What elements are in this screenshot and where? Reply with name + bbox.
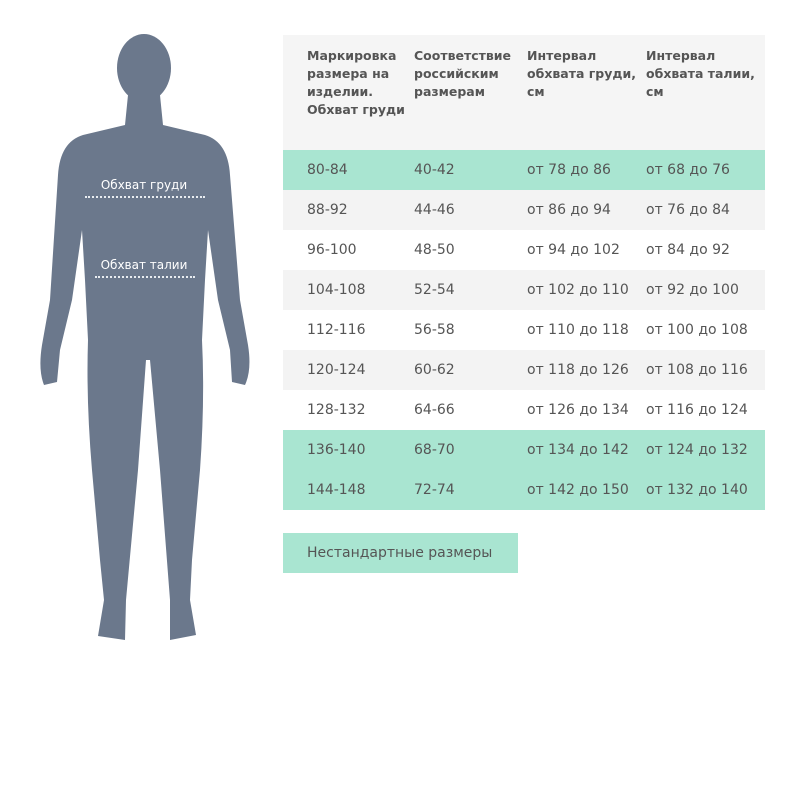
table-cell: от 110 до 118	[527, 322, 629, 338]
table-cell: 56-58	[414, 322, 455, 338]
table-cell: 88-92	[307, 202, 348, 218]
table-cell: 80-84	[307, 162, 348, 178]
table-row: 112-116 56-58 от 110 до 118 от 100 до 108	[283, 310, 765, 350]
chest-label: Обхват груди	[100, 178, 188, 192]
table-row: 80-84 40-42 от 78 до 86 от 68 до 76	[283, 150, 765, 190]
table-cell: 96-100	[307, 242, 357, 258]
table-cell: от 92 до 100	[646, 282, 739, 298]
table-cell: 68-70	[414, 442, 455, 458]
table-cell: от 116 до 124	[646, 402, 748, 418]
body-silhouette: Обхват груди Обхват талии	[0, 0, 290, 800]
table-row: 104-108 52-54 от 102 до 110 от 92 до 100	[283, 270, 765, 310]
table-cell: от 108 до 116	[646, 362, 748, 378]
table-cell: 64-66	[414, 402, 455, 418]
table-cell: от 126 до 134	[527, 402, 629, 418]
table-cell: от 132 до 140	[646, 482, 748, 498]
table-row: 88-92 44-46 от 86 до 94 от 76 до 84	[283, 190, 765, 230]
table-header: Маркировка размера на изделии. Обхват гр…	[283, 35, 765, 150]
table-cell: от 102 до 110	[527, 282, 629, 298]
nonstandard-sizes-button[interactable]: Нестандартные размеры	[283, 533, 518, 573]
table-cell: 48-50	[414, 242, 455, 258]
nonstandard-sizes-label: Нестандартные размеры	[307, 545, 493, 561]
header-waist: Интервал обхвата талии, см	[646, 48, 755, 99]
size-table: Маркировка размера на изделии. Обхват гр…	[283, 35, 765, 510]
human-figure-icon	[40, 34, 250, 640]
waist-label: Обхват талии	[100, 258, 188, 272]
table-row: 136-140 68-70 от 134 до 142 от 124 до 132	[283, 430, 765, 470]
chest-line	[85, 196, 205, 198]
table-cell: от 68 до 76	[646, 162, 730, 178]
table-cell: от 118 до 126	[527, 362, 629, 378]
table-cell: от 84 до 92	[646, 242, 730, 258]
table-cell: 72-74	[414, 482, 455, 498]
table-row: 120-124 60-62 от 118 до 126 от 108 до 116	[283, 350, 765, 390]
waist-line	[95, 276, 195, 278]
header-marking: Маркировка размера на изделии. Обхват гр…	[307, 48, 405, 117]
table-cell: 44-46	[414, 202, 455, 218]
table-cell: 104-108	[307, 282, 366, 298]
table-cell: 136-140	[307, 442, 366, 458]
table-cell: от 78 до 86	[527, 162, 611, 178]
table-cell: 144-148	[307, 482, 366, 498]
table-cell: 52-54	[414, 282, 455, 298]
table-cell: от 100 до 108	[646, 322, 748, 338]
table-row: 96-100 48-50 от 94 до 102 от 84 до 92	[283, 230, 765, 270]
table-cell: от 76 до 84	[646, 202, 730, 218]
table-cell: 60-62	[414, 362, 455, 378]
table-cell: от 142 до 150	[527, 482, 629, 498]
header-russian-size: Соответствие российским размерам	[414, 48, 512, 99]
table-row: 128-132 64-66 от 126 до 134 от 116 до 124	[283, 390, 765, 430]
table-cell: 128-132	[307, 402, 366, 418]
table-cell: от 134 до 142	[527, 442, 629, 458]
table-cell: от 94 до 102	[527, 242, 620, 258]
header-chest: Интервал обхвата груди, см	[527, 48, 636, 99]
table-cell: 112-116	[307, 322, 366, 338]
table-cell: 120-124	[307, 362, 366, 378]
table-cell: от 124 до 132	[646, 442, 748, 458]
table-cell: от 86 до 94	[527, 202, 611, 218]
table-row: 144-148 72-74 от 142 до 150 от 132 до 140	[283, 470, 765, 510]
table-cell: 40-42	[414, 162, 455, 178]
